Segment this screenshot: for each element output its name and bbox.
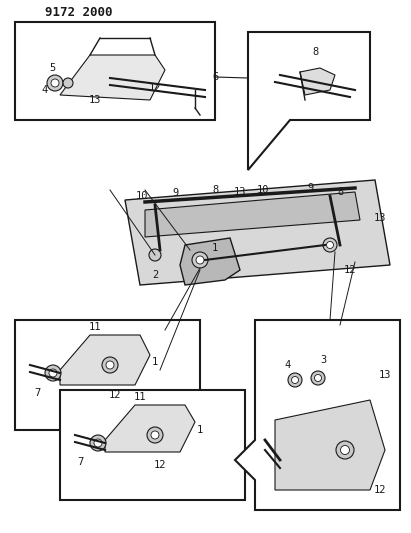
Circle shape xyxy=(151,431,159,439)
Text: 13: 13 xyxy=(234,187,246,197)
Text: 5: 5 xyxy=(49,63,55,73)
Text: 10: 10 xyxy=(136,191,148,201)
Bar xyxy=(15,22,215,120)
Text: 13: 13 xyxy=(89,95,101,105)
Text: 12: 12 xyxy=(344,265,356,275)
Text: 1: 1 xyxy=(152,357,158,367)
Text: 8: 8 xyxy=(337,187,343,197)
Polygon shape xyxy=(145,192,360,237)
Text: 12: 12 xyxy=(149,83,161,93)
Text: 12: 12 xyxy=(374,485,386,495)
Text: 7: 7 xyxy=(34,388,40,398)
Circle shape xyxy=(63,78,73,88)
Text: 3: 3 xyxy=(320,355,326,365)
Polygon shape xyxy=(275,400,385,490)
Polygon shape xyxy=(235,320,400,510)
Text: 11: 11 xyxy=(89,322,101,332)
Text: 9172 2000: 9172 2000 xyxy=(45,6,113,20)
Text: 10: 10 xyxy=(257,185,269,195)
Polygon shape xyxy=(60,335,150,385)
Circle shape xyxy=(94,439,102,447)
Circle shape xyxy=(196,256,204,264)
Circle shape xyxy=(47,75,63,91)
Bar xyxy=(15,320,200,430)
Text: 11: 11 xyxy=(134,392,146,402)
Circle shape xyxy=(49,369,57,377)
Text: 13: 13 xyxy=(379,370,391,380)
Polygon shape xyxy=(60,55,165,100)
Polygon shape xyxy=(300,68,335,95)
Text: 13: 13 xyxy=(374,213,386,223)
Text: 6: 6 xyxy=(212,72,218,82)
Circle shape xyxy=(291,376,298,384)
Polygon shape xyxy=(105,405,195,452)
Text: 8: 8 xyxy=(212,185,218,195)
Text: 2: 2 xyxy=(152,270,158,280)
Text: 4: 4 xyxy=(42,85,48,95)
Circle shape xyxy=(90,435,106,451)
Text: 8: 8 xyxy=(312,47,318,57)
Circle shape xyxy=(147,427,163,443)
Text: 7: 7 xyxy=(77,457,83,467)
Text: 9: 9 xyxy=(172,188,178,198)
Circle shape xyxy=(336,441,354,459)
Circle shape xyxy=(102,357,118,373)
Circle shape xyxy=(314,375,321,382)
Circle shape xyxy=(45,365,61,381)
Circle shape xyxy=(192,252,208,268)
Text: 1: 1 xyxy=(212,243,218,253)
Circle shape xyxy=(326,241,333,248)
Polygon shape xyxy=(248,32,370,170)
Text: 12: 12 xyxy=(154,460,166,470)
Circle shape xyxy=(288,373,302,387)
Circle shape xyxy=(51,79,59,87)
Circle shape xyxy=(149,249,161,261)
Text: 12: 12 xyxy=(109,390,121,400)
Text: 4: 4 xyxy=(285,360,291,370)
Circle shape xyxy=(323,238,337,252)
Text: 1: 1 xyxy=(197,425,203,435)
Polygon shape xyxy=(125,180,390,285)
Circle shape xyxy=(106,361,114,369)
Text: 9: 9 xyxy=(307,183,313,193)
Bar xyxy=(60,390,245,500)
Circle shape xyxy=(311,371,325,385)
Polygon shape xyxy=(180,238,240,285)
Circle shape xyxy=(340,446,349,455)
